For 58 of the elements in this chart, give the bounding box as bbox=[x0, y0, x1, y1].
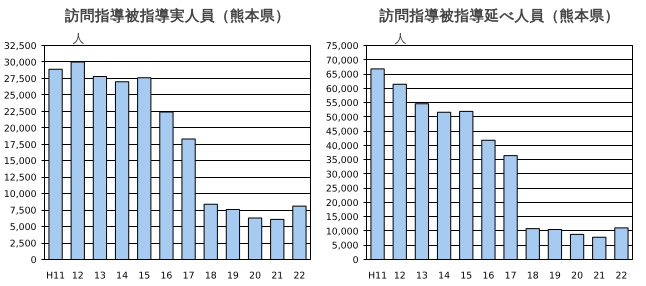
y-tick-label: 15,000 bbox=[326, 212, 359, 224]
chart-title: 訪問指導被指導延べ人員（熊本県） bbox=[378, 6, 620, 24]
x-tick-label: 14 bbox=[116, 270, 128, 282]
y-axis-title: 人 bbox=[72, 32, 84, 46]
y-tick-label: 60,000 bbox=[326, 84, 359, 95]
x-tick-label: 18 bbox=[204, 270, 217, 282]
x-tick-label: 19 bbox=[226, 270, 239, 282]
y-axis-title: 人 bbox=[394, 32, 406, 46]
x-tick-label: 14 bbox=[438, 270, 450, 282]
x-tick-label: 15 bbox=[138, 270, 150, 282]
y-tick-label: 27,500 bbox=[4, 74, 37, 85]
x-tick-label: 18 bbox=[526, 270, 539, 282]
y-tick-label: 0 bbox=[30, 255, 37, 266]
y-tick-label: 35,000 bbox=[326, 155, 359, 166]
y-tick-label: 32,500 bbox=[4, 41, 37, 52]
x-tick-label: 12 bbox=[72, 270, 84, 282]
x-tick-label: 16 bbox=[160, 270, 172, 282]
x-tick-label: 17 bbox=[504, 270, 517, 282]
y-tick-label: 22,500 bbox=[4, 106, 37, 118]
x-tick-label: 22 bbox=[615, 270, 628, 282]
y-tick-label: 55,000 bbox=[326, 98, 359, 110]
y-tick-label: 30,000 bbox=[326, 169, 359, 180]
y-tick-label: 20,000 bbox=[326, 198, 359, 209]
y-tick-label: 2,500 bbox=[10, 238, 37, 250]
y-tick-label: 5,000 bbox=[10, 222, 37, 234]
x-tick-label: H11 bbox=[368, 270, 388, 282]
x-tick-label: 19 bbox=[548, 270, 561, 282]
y-tick-label: 40,000 bbox=[326, 140, 359, 152]
x-tick-label: 13 bbox=[416, 270, 428, 282]
x-tick-label: 21 bbox=[271, 270, 284, 282]
chart-title: 訪問指導被指導実人員（熊本県） bbox=[64, 6, 290, 24]
x-tick-label: 12 bbox=[394, 270, 406, 282]
x-tick-label: 16 bbox=[482, 270, 494, 282]
y-tick-label: 45,000 bbox=[326, 126, 359, 138]
y-tick-label: 10,000 bbox=[4, 189, 37, 200]
x-tick-label: 20 bbox=[249, 270, 262, 282]
y-tick-label: 65,000 bbox=[326, 70, 359, 81]
y-tick-label: 25,000 bbox=[326, 184, 359, 195]
y-tick-label: 0 bbox=[352, 255, 359, 266]
y-tick-label: 15,000 bbox=[4, 156, 37, 168]
x-tick-label: 20 bbox=[571, 270, 584, 282]
y-tick-label: 20,000 bbox=[4, 123, 37, 134]
y-tick-label: 5,000 bbox=[332, 240, 359, 252]
y-tick-label: 75,000 bbox=[326, 41, 359, 52]
y-tick-label: 10,000 bbox=[326, 226, 359, 238]
y-tick-label: 70,000 bbox=[326, 55, 359, 66]
x-tick-label: H11 bbox=[46, 270, 66, 282]
x-tick-label: 17 bbox=[182, 270, 195, 282]
x-tick-label: 21 bbox=[593, 270, 606, 282]
x-tick-label: 22 bbox=[293, 270, 306, 282]
x-tick-label: 13 bbox=[94, 270, 106, 282]
y-tick-label: 25,000 bbox=[4, 90, 37, 102]
x-tick-label: 15 bbox=[460, 270, 472, 282]
y-tick-label: 50,000 bbox=[326, 112, 359, 124]
y-tick-label: 17,500 bbox=[4, 140, 37, 151]
y-tick-label: 7,500 bbox=[10, 206, 37, 217]
y-tick-label: 30,000 bbox=[4, 57, 37, 68]
y-tick-label: 12,500 bbox=[4, 172, 37, 184]
